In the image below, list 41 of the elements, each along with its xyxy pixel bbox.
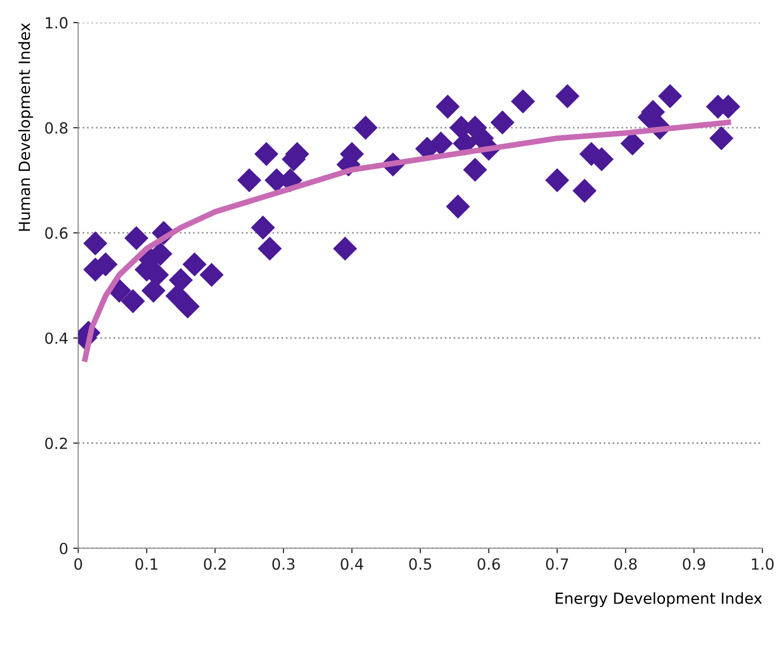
point bbox=[254, 142, 278, 166]
x-tick-label: 0.6 bbox=[478, 558, 500, 570]
point bbox=[200, 262, 224, 287]
point bbox=[510, 89, 535, 114]
point bbox=[120, 289, 145, 314]
y-tick-label: 0.2 bbox=[45, 438, 67, 450]
point bbox=[572, 178, 597, 203]
point bbox=[176, 294, 200, 318]
point bbox=[182, 252, 207, 276]
point bbox=[490, 110, 514, 134]
point bbox=[83, 231, 108, 256]
y-tick-label: 0.6 bbox=[45, 227, 68, 239]
x-tick-label: 0.1 bbox=[135, 558, 158, 570]
x-tick-label: 0.9 bbox=[682, 558, 706, 570]
y-tick-label: 0.4 bbox=[45, 332, 68, 344]
point bbox=[124, 226, 148, 250]
x-tick-label: 0 bbox=[74, 558, 82, 570]
x-tick-label: 0.7 bbox=[546, 558, 568, 570]
x-axis-title: Energy Development Index bbox=[556, 592, 762, 607]
point bbox=[250, 216, 275, 240]
x-tick-label: 0.5 bbox=[409, 558, 432, 570]
point bbox=[658, 84, 682, 108]
x-tick-label: 0.4 bbox=[340, 558, 364, 570]
x-tick-label: 0.3 bbox=[272, 558, 294, 570]
x-tick-label: 1.0 bbox=[752, 558, 774, 570]
y-tick-label: 1.0 bbox=[46, 17, 68, 29]
y-tick-label: 0.8 bbox=[45, 122, 68, 134]
point bbox=[333, 236, 358, 261]
y-tick-label: 0 bbox=[60, 542, 68, 554]
point bbox=[436, 94, 460, 119]
point bbox=[258, 236, 282, 261]
point bbox=[237, 168, 262, 192]
point bbox=[545, 168, 570, 192]
point bbox=[354, 116, 378, 140]
y-axis-title: Human Development Index bbox=[18, 23, 34, 231]
point bbox=[446, 194, 470, 219]
point bbox=[463, 158, 488, 182]
x-tick-label: 0.8 bbox=[614, 558, 637, 570]
point bbox=[555, 84, 580, 108]
x-tick-label: 0.2 bbox=[204, 558, 226, 570]
point bbox=[709, 126, 734, 150]
